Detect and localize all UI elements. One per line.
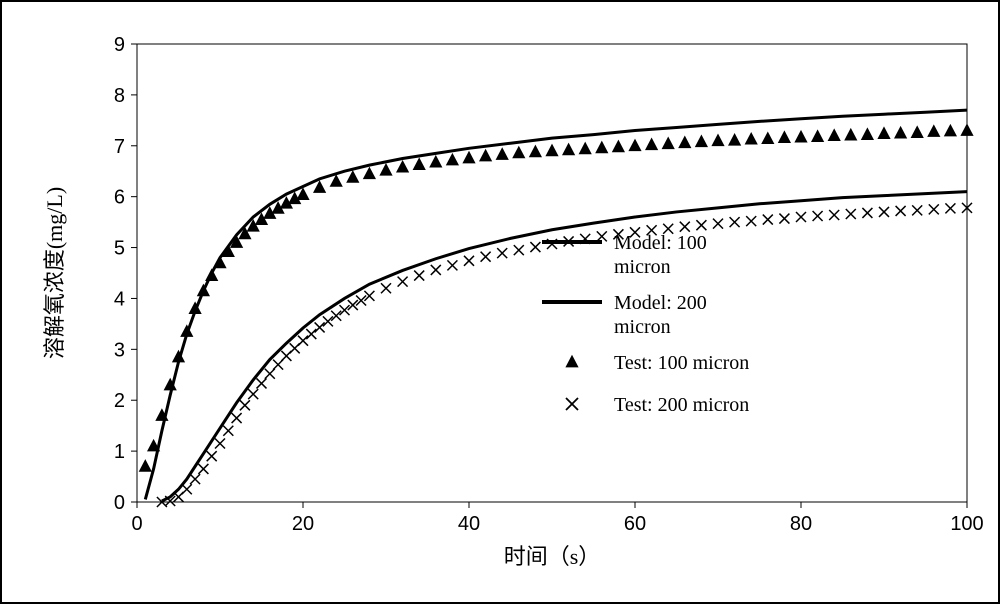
marker-test-100 <box>197 284 210 297</box>
marker-test-100 <box>512 146 525 159</box>
marker-test-100 <box>711 133 724 146</box>
marker-test-100 <box>205 268 218 281</box>
marker-test-100 <box>811 129 824 142</box>
y-tick-label: 9 <box>114 34 125 56</box>
y-tick-label: 7 <box>114 136 125 158</box>
marker-test-100 <box>479 149 492 162</box>
marker-test-100 <box>911 125 924 138</box>
marker-test-100 <box>894 126 907 139</box>
marker-test-100 <box>662 137 675 150</box>
marker-test-100 <box>745 132 758 145</box>
marker-test-100 <box>778 130 791 143</box>
marker-test-100 <box>761 131 774 144</box>
marker-test-100 <box>562 143 575 156</box>
marker-test-100 <box>794 130 807 143</box>
marker-test-100 <box>579 142 592 155</box>
marker-test-100 <box>545 144 558 157</box>
marker-test-100 <box>861 127 874 140</box>
y-tick-label: 0 <box>114 492 125 514</box>
marker-test-100 <box>828 128 841 141</box>
marker-test-100 <box>628 139 641 152</box>
marker-test-100 <box>728 133 741 146</box>
marker-test-100 <box>944 124 957 137</box>
marker-test-100 <box>960 123 973 136</box>
marker-test-100 <box>678 136 691 149</box>
legend-label: Model: 200 <box>614 292 707 314</box>
x-tick-label: 0 <box>131 513 142 535</box>
plot-area <box>137 44 967 502</box>
x-axis-label: 时间（s） <box>504 544 601 569</box>
marker-test-100 <box>413 157 426 170</box>
x-tick-label: 20 <box>292 513 314 535</box>
marker-test-100 <box>595 141 608 154</box>
x-tick-label: 80 <box>790 513 812 535</box>
marker-test-100 <box>346 170 359 183</box>
y-tick-label: 2 <box>114 390 125 412</box>
marker-test-100 <box>927 124 940 137</box>
marker-test-100 <box>446 153 459 166</box>
x-tick-label: 100 <box>950 513 983 535</box>
y-tick-label: 1 <box>114 441 125 463</box>
marker-test-100 <box>213 256 226 269</box>
marker-test-100 <box>429 155 442 168</box>
y-tick-label: 5 <box>114 238 125 260</box>
chart-svg: 0 20 40 60 80 100 0 1 2 3 4 5 6 7 8 9 时间（s） 溶解氧浓度(mg/L) Mo… <box>2 2 998 602</box>
marker-test-100 <box>363 167 376 180</box>
y-axis-label: 溶解氧浓度(mg/L) <box>42 187 67 359</box>
legend-label: micron <box>614 256 671 278</box>
series-model-100 <box>145 110 967 499</box>
y-tick-label: 6 <box>114 187 125 209</box>
marker-test-100 <box>645 138 658 151</box>
marker-test-100 <box>695 135 708 148</box>
y-tick-label: 8 <box>114 85 125 107</box>
x-tick-label: 60 <box>624 513 646 535</box>
marker-test-100 <box>462 151 475 164</box>
y-tick-label: 4 <box>114 288 125 310</box>
marker-test-100 <box>877 126 890 139</box>
legend-label: Test: 100 micron <box>614 352 749 374</box>
marker-test-100 <box>612 140 625 153</box>
y-tick-label: 3 <box>114 339 125 361</box>
x-tick-label: 40 <box>458 513 480 535</box>
marker-test-100 <box>379 163 392 176</box>
marker-test-100 <box>139 459 152 472</box>
marker-test-100 <box>180 324 193 337</box>
legend-label: Model: 100 <box>614 232 707 254</box>
legend-label: micron <box>614 316 671 338</box>
legend-label: Test: 200 micron <box>614 394 749 416</box>
legend-marker-triangle <box>565 355 578 368</box>
marker-test-100 <box>844 128 857 141</box>
marker-test-100 <box>496 147 509 160</box>
marker-test-100 <box>529 145 542 158</box>
chart-container: 0 20 40 60 80 100 0 1 2 3 4 5 6 7 8 9 时间（s） 溶解氧浓度(mg/L) Mo… <box>0 0 1000 604</box>
marker-test-100 <box>396 160 409 173</box>
